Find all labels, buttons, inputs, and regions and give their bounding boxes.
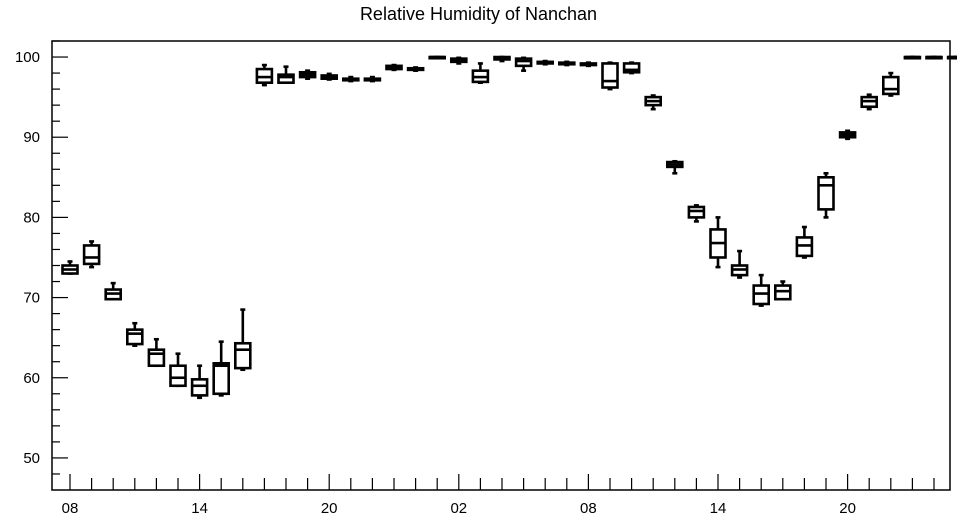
box <box>817 176 835 211</box>
box <box>234 341 252 370</box>
box-hour-13 <box>341 75 360 83</box>
box-hour-12 <box>320 72 339 81</box>
box <box>82 244 101 266</box>
box-hour-23 <box>557 60 576 67</box>
box-hour-25 <box>601 61 619 91</box>
box-hour-24 <box>579 61 598 68</box>
y-tick-label: 90 <box>23 129 40 146</box>
x-tick-label: 02 <box>450 500 467 517</box>
box-hour-22 <box>536 59 555 66</box>
box-hour-29 <box>687 204 706 223</box>
box-hour-5 <box>169 352 187 388</box>
box-hour-35 <box>817 171 835 219</box>
x-tick-label: 14 <box>710 500 727 517</box>
box <box>147 348 166 368</box>
box-hour-37 <box>860 93 879 111</box>
box <box>277 73 295 84</box>
box-hour-6 <box>190 364 209 400</box>
box-hour-17 <box>428 55 447 60</box>
box <box>601 62 619 89</box>
box-hour-7 <box>212 340 230 397</box>
box <box>212 362 230 396</box>
box <box>881 75 900 96</box>
box-hour-34 <box>795 225 814 259</box>
chart-title: Relative Humidity of Nanchan <box>359 4 598 24</box>
box-hour-2 <box>104 281 122 301</box>
box-hour-11 <box>298 69 317 80</box>
box-hour-1 <box>82 240 101 269</box>
x-axis: 081420020814200208 <box>62 474 935 517</box>
box-hour-38 <box>881 71 900 97</box>
box <box>622 62 641 74</box>
y-tick-label: 60 <box>23 370 40 387</box>
box-hour-0 <box>61 260 79 275</box>
box-hour-10 <box>277 65 295 84</box>
box-hour-9 <box>255 63 274 87</box>
box-hour-26 <box>622 61 641 75</box>
box-hour-8 <box>234 308 252 372</box>
box-hour-40 <box>925 55 943 60</box>
box-hour-4 <box>147 337 166 368</box>
box-hour-28 <box>665 159 684 175</box>
box-hour-14 <box>363 75 382 83</box>
box <box>126 328 144 346</box>
y-tick-label: 50 <box>23 450 40 467</box>
box-hour-30 <box>709 216 727 269</box>
box-hour-21 <box>514 56 533 72</box>
box-hour-16 <box>406 66 425 72</box>
x-tick-label: 20 <box>839 500 856 517</box>
box-hour-41 <box>946 55 957 60</box>
box-hour-18 <box>449 56 468 65</box>
x-tick-label: 08 <box>580 500 597 517</box>
y-axis: 50 60 70 80 90 100 <box>15 40 68 475</box>
x-tick-label: 08 <box>62 500 79 517</box>
plot-frame <box>51 40 951 491</box>
box <box>190 378 209 397</box>
box-hour-20 <box>493 55 511 63</box>
x-tick-label: 20 <box>321 500 338 517</box>
box-hour-32 <box>752 273 771 307</box>
box <box>169 364 187 388</box>
boxes <box>61 55 957 400</box>
box-hour-39 <box>903 55 922 60</box>
box-hour-19 <box>471 62 490 84</box>
box-hour-36 <box>838 129 857 141</box>
box-hour-33 <box>773 280 792 301</box>
y-tick-label: 100 <box>15 49 40 66</box>
y-tick-label: 80 <box>23 209 40 226</box>
box-hour-31 <box>730 249 749 279</box>
box-hour-27 <box>644 94 663 111</box>
y-tick-label: 70 <box>23 290 40 307</box>
x-tick-label: 14 <box>191 500 208 517</box>
box-hour-15 <box>385 63 403 72</box>
box-hour-3 <box>126 321 144 347</box>
